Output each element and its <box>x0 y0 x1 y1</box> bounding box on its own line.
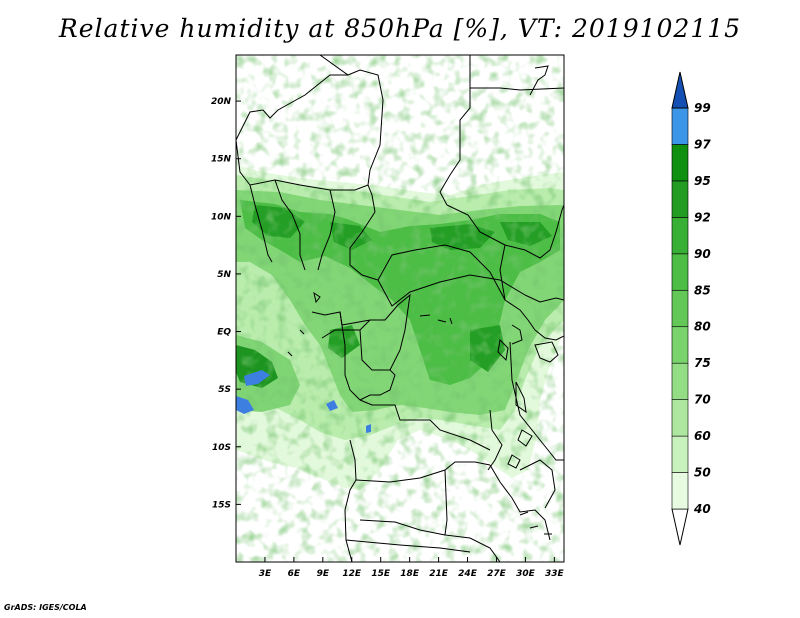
y-tick-label: 15N <box>211 155 232 165</box>
humidity-field <box>236 55 564 562</box>
y-tick-label: 10N <box>211 212 232 222</box>
colorbar-label: 50 <box>694 466 711 480</box>
colorbar-label: 99 <box>694 101 711 115</box>
colorbar-label: 97 <box>694 137 711 151</box>
x-tick-label: 18E <box>400 569 420 579</box>
humidity-region-97 <box>236 370 371 433</box>
x-tick-label: 3E <box>259 569 272 579</box>
x-tick-label: 21E <box>429 569 449 579</box>
longitude-axis: 3E 6E 9E 12E 15E 18E 21E 24E 27E 30E 33E <box>259 557 565 579</box>
latitude-axis: 20N 15N 10N 5N EQ 5S 10S 15S <box>211 97 241 510</box>
colorbar-segment <box>671 107 689 145</box>
y-tick-label: 10S <box>212 443 231 453</box>
colorbar-extend-high <box>671 71 689 109</box>
country-borders <box>236 55 564 562</box>
x-tick-label: 30E <box>516 569 536 579</box>
colorbar-extend-low <box>671 508 689 546</box>
colorbar-segment <box>671 399 689 437</box>
x-tick-label: 24E <box>458 569 478 579</box>
colorbar-segment <box>671 144 689 182</box>
y-tick-label: 15S <box>212 500 231 510</box>
colorbar-segment <box>671 435 689 473</box>
colorbar-segment <box>671 326 689 364</box>
colorbar-label: 85 <box>694 283 711 297</box>
colorbar-segment <box>671 362 689 400</box>
colorbar-label: 40 <box>693 502 711 516</box>
x-tick-label: 6E <box>288 569 301 579</box>
colorbar: 40 50 60 70 75 80 85 90 92 95 97 99 <box>671 71 711 546</box>
y-tick-label: 5S <box>218 385 231 395</box>
colorbar-label: 75 <box>694 356 711 370</box>
colorbar-segment <box>671 289 689 328</box>
colorbar-segment <box>671 217 689 255</box>
y-tick-label: 5N <box>217 270 231 280</box>
grads-credit: GrADS: IGES/COLA <box>4 603 87 612</box>
y-tick-label: 20N <box>211 97 232 107</box>
y-tick-label: EQ <box>217 328 231 338</box>
colorbar-label: 92 <box>694 210 711 224</box>
x-tick-label: 15E <box>371 569 391 579</box>
map-frame <box>235 54 565 563</box>
colorbar-segment <box>671 253 689 291</box>
colorbar-label: 90 <box>694 247 711 261</box>
colorbar-label: 95 <box>694 174 711 188</box>
x-tick-label: 9E <box>317 569 330 579</box>
x-tick-label: 27E <box>487 569 507 579</box>
x-tick-label: 33E <box>545 569 565 579</box>
x-tick-label: 12E <box>342 569 362 579</box>
colorbar-segment <box>671 472 689 510</box>
colorbar-label: 80 <box>694 320 711 334</box>
map-title: Relative humidity at 850hPa [%], VT: 201… <box>58 14 742 43</box>
colorbar-segment <box>671 180 689 218</box>
colorbar-label: 60 <box>694 429 711 443</box>
colorbar-label: 70 <box>694 393 711 407</box>
